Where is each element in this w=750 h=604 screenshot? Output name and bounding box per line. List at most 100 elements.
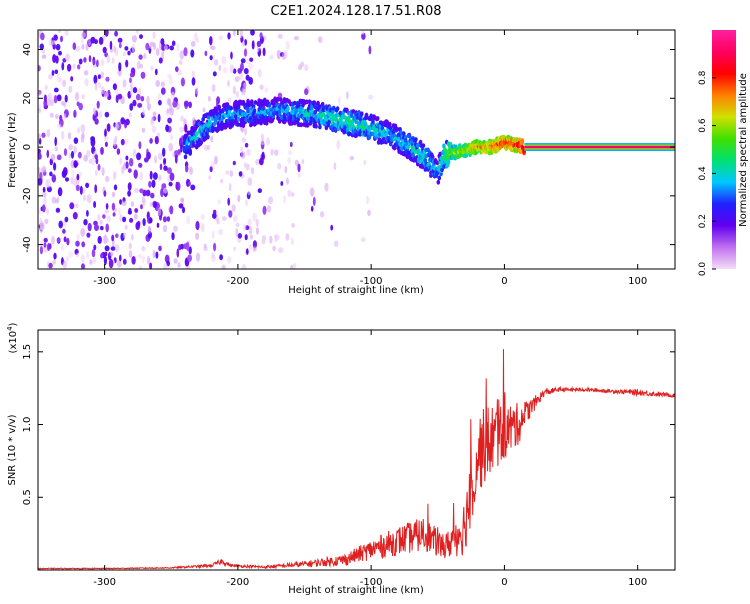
spectrogram-cell	[139, 188, 144, 194]
spectrogram-cell	[195, 37, 200, 44]
spectrogram-ridge-cell	[277, 109, 282, 114]
spectrogram-cell	[250, 167, 255, 175]
spectrogram-cell	[56, 154, 62, 161]
spectrogram-cell	[292, 263, 297, 269]
spectrogram-cell	[294, 159, 299, 166]
spectrogram-cell	[150, 116, 154, 125]
spectrogram-cell	[208, 95, 211, 102]
spectrogram-cell	[52, 259, 56, 265]
spectrogram-cell	[89, 259, 93, 265]
spectrogram-cell	[186, 215, 191, 225]
spectrogram-cell	[172, 100, 178, 108]
spectrogram-cell	[147, 256, 151, 265]
spectrogram-cell	[111, 191, 116, 198]
spectrogram-ridge-cell	[286, 106, 290, 111]
spectrogram-cell	[139, 34, 143, 39]
spectrogram-cell	[309, 187, 315, 197]
spectrogram-cell	[235, 227, 239, 237]
spectrogram-cell	[163, 45, 168, 51]
spectrogram-cell	[111, 57, 115, 64]
spectrogram-cell	[60, 243, 65, 251]
spectrogram-cell	[55, 207, 61, 213]
spectrogram-cell	[202, 107, 206, 113]
spectrogram-cell	[158, 245, 162, 252]
spectrogram-cell	[152, 172, 158, 180]
spectrogram-cell	[104, 30, 109, 37]
spectrogram-cell	[137, 253, 142, 259]
snr-y-ticks: 0.5 1.0 1.5	[22, 344, 675, 505]
spectrogram-ridge-cell	[236, 116, 241, 122]
spectrogram-cell	[41, 132, 46, 138]
spectrogram-cell	[135, 221, 140, 231]
spectrogram-cell	[249, 234, 253, 240]
spectrogram-cell	[168, 181, 173, 187]
spectrogram-cell	[145, 42, 150, 51]
spectrogram-cell	[80, 228, 86, 237]
spectrogram-cell	[72, 63, 76, 69]
spectrogram-cell	[252, 240, 257, 249]
spectrogram-cell	[67, 132, 72, 140]
spectrogram-cell	[81, 263, 85, 269]
spectrogram-cell	[247, 177, 253, 186]
spectrogram-cell	[97, 214, 101, 221]
spectrogram-cell	[245, 163, 250, 171]
spectrogram-cell	[72, 212, 78, 220]
spectrogram-cell	[169, 102, 173, 112]
snr-x-tick-label: 100	[628, 577, 647, 588]
snr-x-ticks: -300 -200 -100 0 100	[93, 330, 647, 588]
spectrogram-ridge-cell	[335, 106, 340, 112]
spectrogram-cell	[106, 215, 111, 223]
spectrogram-cell	[241, 41, 245, 47]
spectrogram-cell	[69, 202, 75, 210]
spectrogram-cell	[336, 140, 341, 150]
spectrogram-cell	[122, 216, 127, 223]
spectrogram-cell	[41, 204, 46, 213]
spectrogram-cell	[184, 123, 188, 133]
spectrogram-cell	[129, 103, 134, 111]
spectrogram-cell	[240, 58, 246, 64]
spectrogram-cell	[240, 151, 246, 159]
spectrogram-cell	[84, 78, 88, 86]
spectrogram-cell	[120, 117, 126, 125]
spectrogram-cell	[248, 62, 253, 70]
spectrogram-cell	[66, 237, 70, 246]
spectrogram-cell	[166, 73, 172, 79]
spectrogram-cell	[212, 212, 217, 219]
snr-x-tick-label: -300	[93, 577, 116, 588]
spectrogram-cell	[170, 134, 174, 141]
spectrogram-cell	[108, 258, 114, 269]
spectrogram-cell	[170, 91, 175, 99]
spectrogram-ridge-cell	[464, 153, 469, 159]
spectrogram-cell	[75, 240, 80, 247]
spectrogram-cell	[278, 247, 284, 254]
spectrogram-x-tick-label: 0	[501, 276, 507, 287]
spectrogram-cell	[277, 33, 283, 39]
spectrogram-cell	[276, 49, 282, 60]
spectrogram-cell	[56, 237, 61, 243]
spectrogram-cell	[100, 71, 105, 79]
spectrogram-cell	[136, 152, 142, 161]
spectrogram-cell	[42, 191, 47, 198]
spectrogram-cell	[249, 57, 254, 62]
spectrogram-cell	[48, 39, 53, 47]
spectrogram-ridge-cell	[377, 132, 382, 137]
spectrogram-cell	[94, 224, 99, 232]
spectrogram-ridge-cell	[402, 131, 406, 137]
snr-y-tick-label: 1.5	[22, 344, 33, 360]
spectrogram-ridge-cell	[357, 121, 361, 126]
spectrogram-cell	[216, 96, 221, 105]
spectrogram-cell	[62, 260, 68, 269]
spectrogram-cell	[162, 147, 166, 157]
spectrogram-cell	[210, 45, 216, 51]
spectrogram-ridge-cell	[292, 100, 297, 106]
spectrogram-cell	[285, 40, 290, 50]
spectrogram-ridge-cell	[294, 108, 299, 114]
spectrogram-cell	[81, 94, 85, 100]
spectrogram-cell	[310, 205, 314, 212]
spectrogram-cell	[172, 152, 175, 158]
spectrogram-cell	[183, 47, 188, 57]
spectrogram-cell	[81, 32, 86, 38]
spectrogram-cell	[46, 149, 50, 158]
spectrogram-cell	[101, 167, 105, 176]
spectrogram-cell	[246, 148, 251, 156]
